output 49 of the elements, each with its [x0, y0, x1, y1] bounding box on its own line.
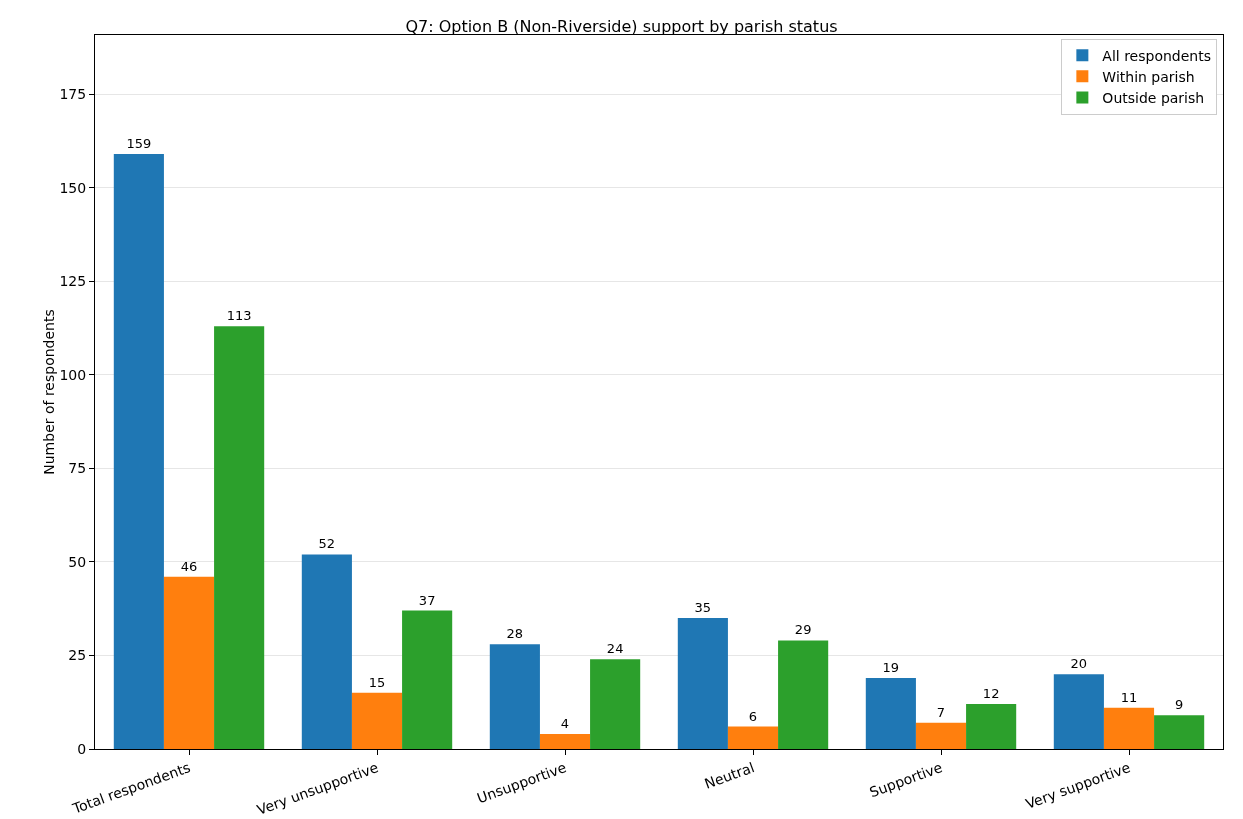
data-label: 28 [506, 626, 524, 642]
data-label: 4 [560, 716, 570, 732]
bar [590, 659, 641, 749]
bar [301, 554, 352, 749]
bar [865, 677, 916, 749]
y-tick-label: 25 [68, 647, 87, 664]
bar [778, 640, 829, 749]
data-label: 29 [794, 622, 812, 638]
y-tick-label: 125 [59, 273, 87, 290]
data-label: 159 [126, 136, 152, 151]
legend-label: All respondents [1102, 47, 1212, 64]
y-tick-label: 75 [68, 460, 87, 477]
y-tick-label: 50 [68, 553, 87, 570]
data-label: 113 [226, 308, 252, 324]
data-label: 24 [606, 641, 624, 657]
data-label: 6 [748, 708, 758, 724]
data-label: 35 [694, 600, 712, 616]
bar [214, 326, 265, 749]
bar [727, 726, 779, 749]
bar [402, 610, 453, 749]
legend-label: Outside parish [1102, 90, 1205, 107]
data-label: 20 [1070, 656, 1088, 672]
y-tick-label: 150 [59, 179, 87, 196]
data-label: 52 [318, 536, 336, 552]
y-tick-label: 0 [77, 740, 87, 757]
y-tick-label: 100 [59, 366, 87, 383]
data-label: 12 [982, 686, 1000, 702]
bar [163, 576, 215, 749]
legend-label: Within parish [1102, 68, 1195, 85]
bar [539, 734, 591, 749]
data-label: 11 [1120, 689, 1138, 705]
data-label: 46 [180, 558, 198, 574]
bar [351, 692, 403, 749]
chart-title: Q7: Option B (Non-Riverside) support by parish status [405, 16, 838, 36]
data-label: 15 [368, 674, 386, 690]
bar [966, 704, 1017, 749]
data-label: 19 [882, 659, 900, 675]
bar [113, 154, 164, 749]
bar [489, 644, 540, 749]
bar [677, 618, 728, 749]
bar [1103, 707, 1155, 749]
y-axis-title: Number of respondents [41, 309, 58, 475]
data-label: 7 [936, 704, 946, 720]
data-label: 9 [1174, 697, 1184, 713]
y-tick-label: 175 [59, 86, 87, 103]
data-label: 37 [418, 592, 436, 608]
bar [915, 722, 967, 749]
bar [1053, 674, 1104, 749]
bar [1154, 715, 1205, 749]
